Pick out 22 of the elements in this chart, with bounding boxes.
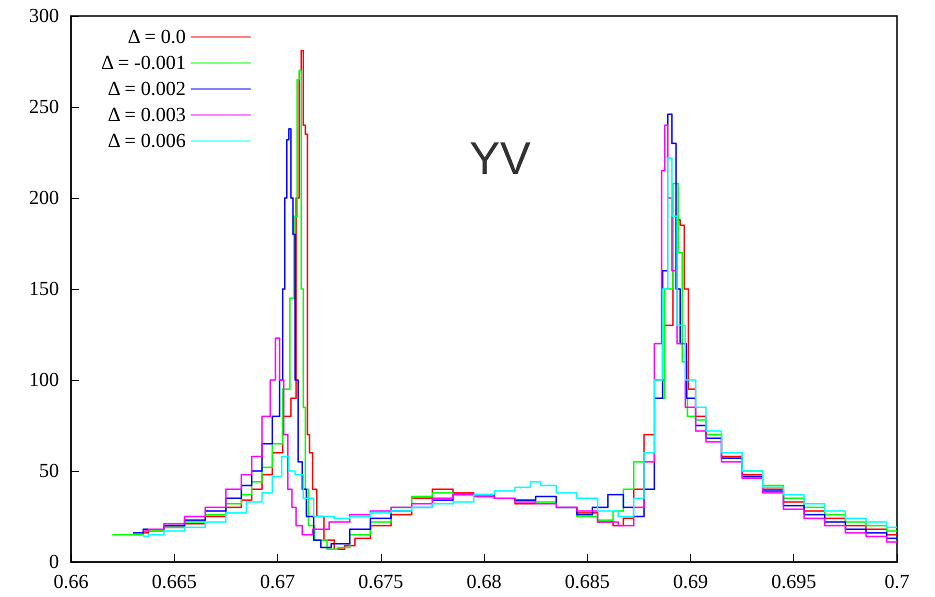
x-tick-label: 0.685	[564, 571, 610, 593]
y-tick-label: 100	[29, 369, 59, 391]
legend-label: Δ = -0.001	[101, 52, 186, 74]
y-tick-label: 250	[29, 96, 59, 118]
x-tick-label: 0.67	[260, 571, 295, 593]
legend-label: Δ = 0.002	[108, 78, 186, 100]
x-tick-label: 0.69	[673, 571, 708, 593]
x-tick-label: 0.7	[884, 571, 910, 593]
legend-label: Δ = 0.003	[108, 104, 186, 126]
y-tick-label: 50	[39, 460, 59, 482]
x-tick-label: 0.665	[152, 571, 197, 593]
text: YV	[469, 132, 531, 184]
y-tick-label: 150	[29, 278, 59, 300]
legend-label: Δ = 0.0	[128, 26, 186, 48]
y-tick-label: 0	[49, 551, 59, 573]
x-tick-label: 0.675	[358, 571, 404, 593]
x-tick-label: 0.68	[466, 571, 502, 593]
x-tick-label: 0.66	[54, 571, 88, 593]
y-tick-label: 200	[29, 187, 59, 209]
y-tick-label: 300	[29, 5, 59, 27]
x-tick-label: 0.695	[771, 571, 816, 593]
legend-label: Δ = 0.006	[108, 130, 186, 152]
